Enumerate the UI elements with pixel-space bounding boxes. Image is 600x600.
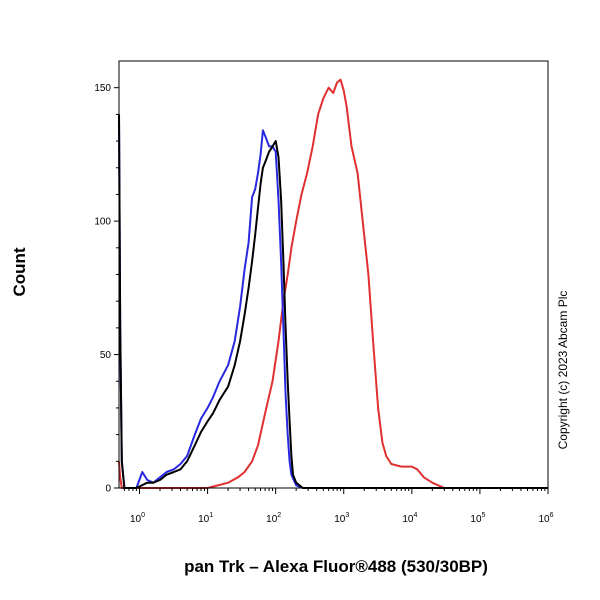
y-tick-label: 100 — [94, 217, 111, 228]
x-tick-label: 101 — [198, 512, 213, 525]
x-tick-label: 100 — [130, 512, 145, 525]
copyright-text: Copyright (c) 2023 Abcam Plc — [556, 291, 570, 450]
y-tick-label: 150 — [94, 83, 111, 94]
series-layer — [118, 78, 548, 489]
series-line-2 — [118, 114, 548, 489]
x-tick-label: 104 — [402, 512, 417, 525]
series-line-0 — [118, 78, 480, 489]
x-tick-label: 102 — [266, 512, 281, 525]
x-tick-label: 106 — [538, 512, 553, 525]
x-axis-label: pan Trk – Alexa Fluor®488 (530/30BP) — [184, 557, 488, 576]
axes-layer: 0 50 100 150 100 101 102 103 104 105 106 — [94, 83, 553, 525]
y-axis-label: Count — [10, 247, 29, 296]
x-tick-label: 103 — [334, 512, 349, 525]
y-tick-label: 50 — [100, 350, 112, 361]
y-tick-label: 0 — [105, 484, 111, 495]
x-tick-label: 105 — [470, 512, 485, 525]
